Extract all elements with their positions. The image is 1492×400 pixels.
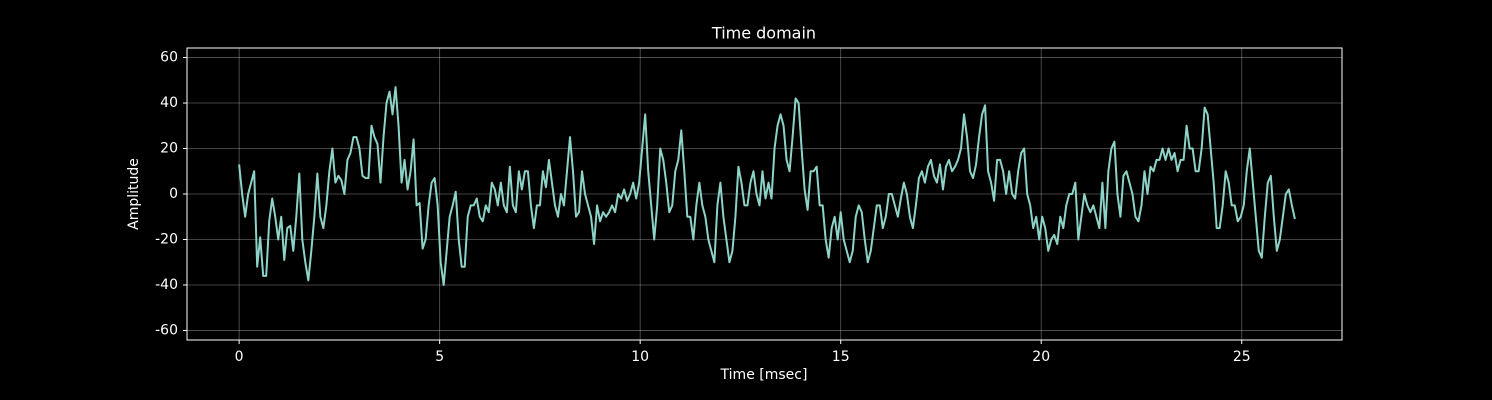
x-tick-label: 25 [1233,349,1251,365]
x-axis-label: Time [msec] [720,367,808,383]
y-tick-label: 60 [160,50,178,66]
y-tick-label: 20 [160,141,178,157]
y-tick-label: 0 [169,186,178,202]
x-tick-label: 15 [832,349,850,365]
x-tick-label: 10 [631,349,649,365]
plot-frame [186,47,1343,341]
x-tick-label: 0 [235,349,244,365]
x-tick-label: 20 [1032,349,1050,365]
y-tick-label: -60 [155,322,178,338]
chart-title: Time domain [711,24,816,43]
y-tick-label: -20 [155,231,178,247]
data-line [238,86,1296,286]
y-tick-label: -40 [155,277,178,293]
x-tick-label: 5 [435,349,444,365]
y-axis-label: Amplitude [126,158,142,230]
y-tick-label: 40 [160,95,178,111]
